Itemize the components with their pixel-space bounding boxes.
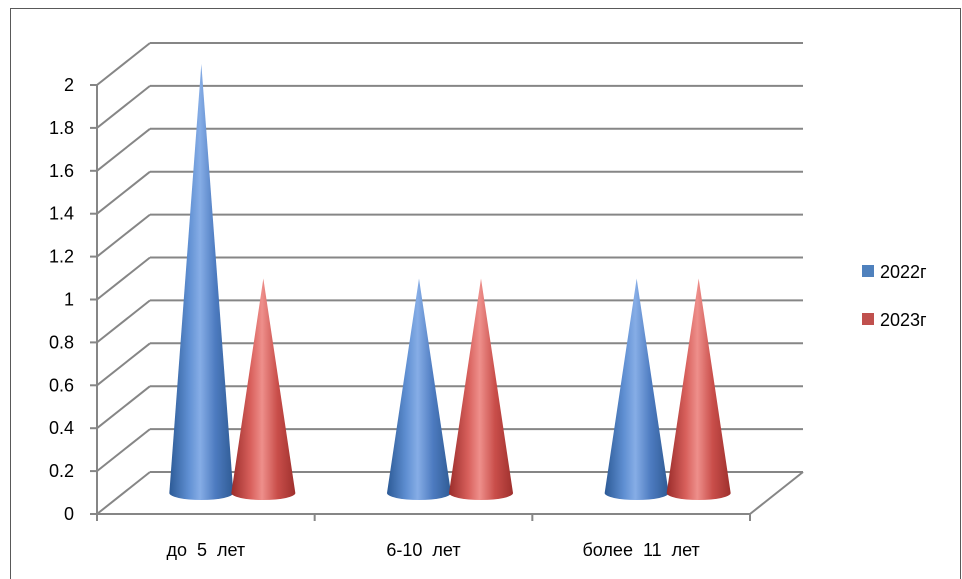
cone-series-1-cat-1 (169, 64, 234, 500)
gridline-side (96, 385, 151, 429)
gridline-side (96, 256, 151, 301)
cone-series-2-cat-2 (449, 278, 513, 500)
y-tick-label: 1 (64, 290, 74, 310)
floor-right-edge (749, 471, 804, 515)
x-tick-label: более 11 лет (583, 540, 700, 560)
legend: 2022г 2023г (862, 262, 927, 330)
y-tick-label: 1.4 (49, 204, 74, 224)
gridline-side (96, 170, 151, 215)
x-axis-ticks: до 5 лет 6-10 лет более 11 лет (96, 514, 751, 560)
legend-label: 2023г (880, 310, 927, 330)
cone-series-1-cat-2 (387, 278, 451, 500)
gridline-side (96, 85, 151, 129)
y-tick-label: 1.2 (49, 247, 74, 267)
legend-item-2023: 2023г (862, 310, 927, 330)
chart-frame (10, 8, 961, 579)
x-tick-label: до 5 лет (166, 540, 245, 560)
y-axis-ticks: 0 0.2 0.4 0.6 0.8 1 1.2 1.4 1.6 1.8 2 (49, 75, 97, 524)
legend-label: 2022г (880, 262, 927, 282)
gridline-side (96, 299, 151, 344)
x-tick-label: 6-10 лет (386, 540, 460, 560)
y-tick-label: 0.6 (49, 375, 74, 395)
gridline-side (96, 42, 151, 86)
y-tick-label: 0.2 (49, 461, 74, 481)
gridline-side (96, 213, 151, 258)
y-tick-label: 1.8 (49, 118, 74, 138)
cone-series (169, 64, 731, 500)
gridline-side (96, 428, 151, 472)
legend-swatch-blue (862, 265, 874, 277)
legend-swatch-red (862, 313, 874, 325)
gridline-side (96, 342, 151, 387)
gridline-side (96, 471, 151, 515)
y-tick-label: 0.8 (49, 332, 74, 352)
y-tick-label: 0 (64, 504, 74, 524)
legend-item-2022: 2022г (862, 262, 927, 282)
cone-series-2-cat-1 (231, 278, 296, 500)
y-tick-label: 1.6 (49, 161, 74, 181)
y-tick-label: 0.4 (49, 418, 74, 438)
cone-series-2-cat-3 (666, 278, 731, 500)
gridline-side (96, 128, 151, 172)
cone-series-1-cat-3 (604, 278, 669, 500)
y-tick-label: 2 (64, 75, 74, 95)
